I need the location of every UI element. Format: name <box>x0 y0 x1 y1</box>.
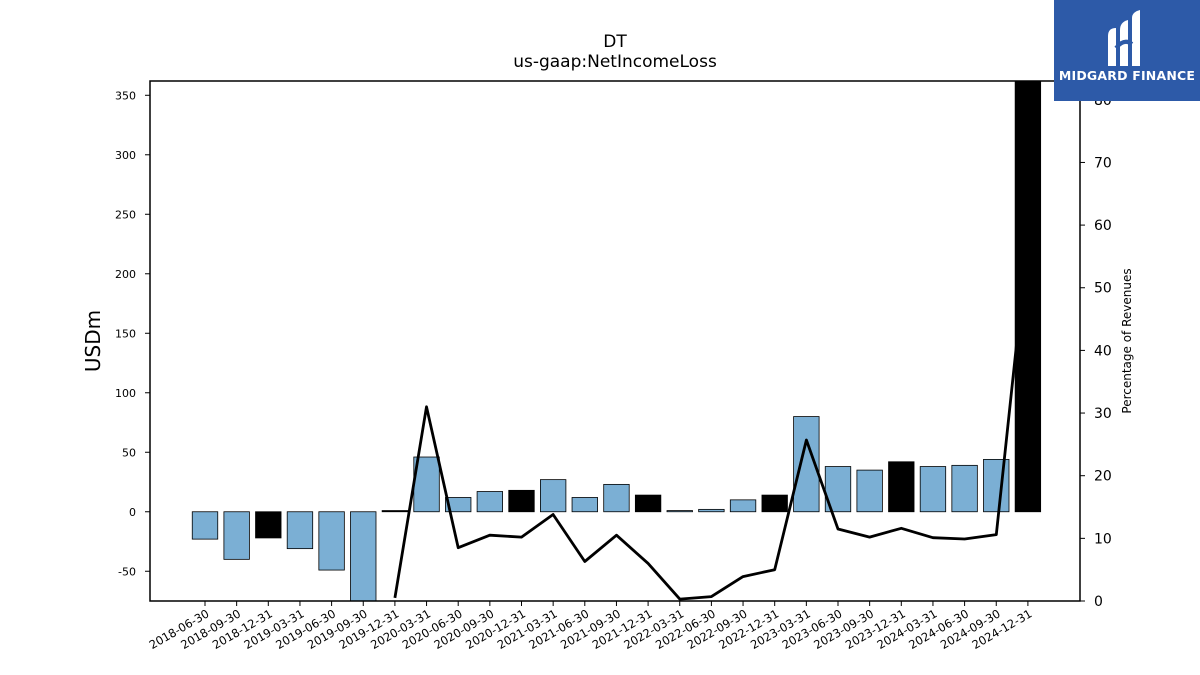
y-tick-label: 0 <box>129 506 136 519</box>
bar <box>508 489 535 513</box>
y2-tick-label: 10 <box>1094 531 1112 547</box>
y-tick-label: -50 <box>118 565 136 578</box>
logo-mark-icon <box>1108 10 1140 66</box>
bar <box>223 511 250 560</box>
bar <box>381 510 409 513</box>
y-tick-label: 300 <box>115 149 136 162</box>
bar <box>919 466 947 513</box>
y2-tick-label: 20 <box>1094 469 1112 485</box>
bar <box>1014 81 1042 513</box>
bar <box>951 464 978 513</box>
line-layer <box>393 237 1030 601</box>
bar <box>603 483 630 513</box>
y2-tick-label: 40 <box>1094 343 1112 359</box>
logo: MIDGARD FINANCE <box>1054 0 1200 101</box>
chart-title: DT <box>603 32 627 52</box>
bar <box>286 511 314 550</box>
bar <box>540 479 567 513</box>
bar <box>729 499 757 513</box>
logo-text: MIDGARD FINANCE <box>1058 68 1196 83</box>
y2-tick-label: 70 <box>1094 155 1112 171</box>
bar <box>698 508 725 513</box>
x-axis: 2018-06-302018-09-302018-12-312019-03-31… <box>147 601 1034 652</box>
bar <box>476 491 504 513</box>
chart-subtitle: us-gaap:NetIncomeLoss <box>513 52 717 72</box>
y2-axis-label: Percentage of Revenues <box>1120 268 1134 413</box>
y-tick-label: 200 <box>115 268 136 281</box>
bar <box>983 458 1010 513</box>
y2-tick-label: 0 <box>1094 594 1103 610</box>
y-tick-label: 150 <box>115 327 136 340</box>
y-tick-label: 350 <box>115 89 136 102</box>
bar-group <box>191 81 1042 601</box>
bar <box>666 510 693 513</box>
y-axis-label: USDm <box>81 310 105 372</box>
bar <box>761 494 788 513</box>
bar <box>634 494 662 513</box>
bar <box>318 511 345 571</box>
bar <box>445 497 472 513</box>
y2-tick-label: 30 <box>1094 406 1112 422</box>
bar <box>571 497 598 513</box>
y-tick-label: 250 <box>115 208 136 221</box>
left-axis: -50 0 50 100 150 200 250 300 350 <box>115 89 150 578</box>
plot-frame <box>149 80 1081 602</box>
y-tick-label: 100 <box>115 387 136 400</box>
bar <box>856 469 883 513</box>
series-line <box>393 237 1030 601</box>
bar <box>888 461 915 513</box>
bar <box>191 511 219 540</box>
bar <box>350 511 377 601</box>
y2-tick-label: 50 <box>1094 281 1112 297</box>
bar <box>255 511 282 539</box>
y2-tick-label: 60 <box>1094 218 1112 234</box>
y-tick-label: 50 <box>122 446 136 459</box>
right-axis: 01020304050607080 <box>1080 93 1112 610</box>
